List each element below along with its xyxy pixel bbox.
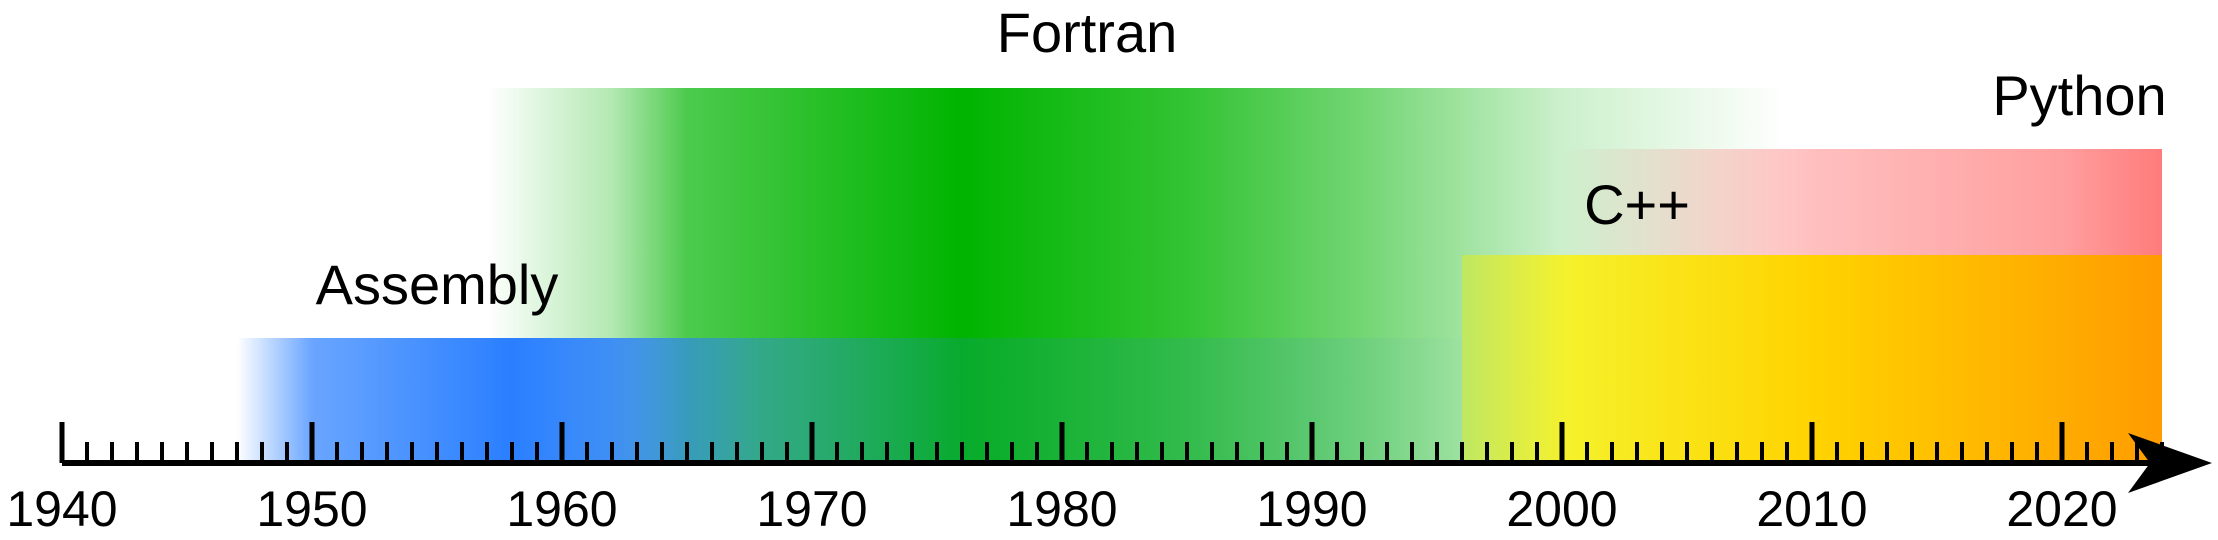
tick-label-2000: 2000 xyxy=(1506,481,1617,537)
tick-label-1970: 1970 xyxy=(756,481,867,537)
python-band xyxy=(1562,149,2162,255)
tick-label-1990: 1990 xyxy=(1256,481,1367,537)
fortran-label: Fortran xyxy=(997,1,1178,64)
axis-arrowhead-icon xyxy=(2128,433,2212,493)
python-label: Python xyxy=(1992,64,2166,127)
tick-label-2020: 2020 xyxy=(2006,481,2117,537)
tick-label-1980: 1980 xyxy=(1006,481,1117,537)
cpp-label: C++ xyxy=(1584,173,1690,236)
assembly-label: Assembly xyxy=(316,253,559,316)
tick-label-2010: 2010 xyxy=(1756,481,1867,537)
axis-ticks xyxy=(59,422,2164,463)
tick-label-1950: 1950 xyxy=(256,481,367,537)
axis-tick-labels: 1940 1950 1960 1970 1980 1990 2000 2010 2020 xyxy=(6,481,2117,537)
tick-label-1960: 1960 xyxy=(506,481,617,537)
tick-label-1940: 1940 xyxy=(6,481,117,537)
